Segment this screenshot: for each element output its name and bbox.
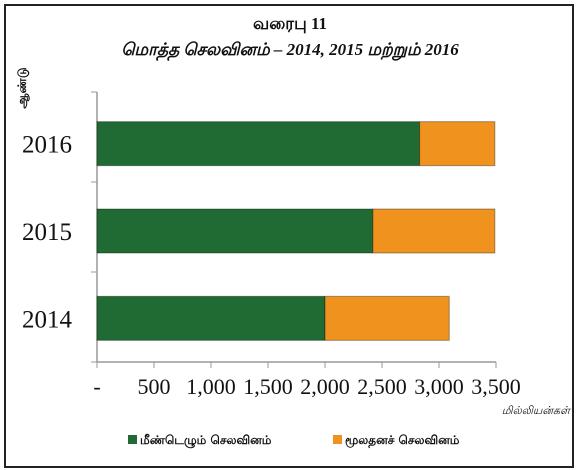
bar-segment (96, 121, 421, 167)
x-tick-label: 2,000 (300, 374, 350, 399)
y-tick-label: 2016 (22, 132, 72, 159)
bar-segment (419, 121, 496, 167)
chart-title: வரைபு 11 (252, 14, 328, 33)
legend-label: மீண்டெழும் செலவினம் (140, 433, 272, 448)
legend-label: மூலதனச் செலவினம் (345, 433, 460, 448)
y-axis-label: ஆண்டு (15, 67, 29, 109)
bar-segment (372, 208, 496, 254)
x-axis-label: மில்லியன்கள் (501, 405, 570, 417)
x-tick-label: - (93, 374, 100, 399)
bar-segment (96, 208, 374, 254)
chart-frame (4, 4, 574, 468)
chart-subtitle: மொத்த செலவினம் – 2014, 2015 மற்றும் 2016 (121, 40, 459, 59)
x-tick-label: 3,000 (414, 374, 464, 399)
bar-segment (96, 295, 326, 341)
y-tick-label: 2014 (22, 306, 73, 333)
x-tick-label: 3,500 (471, 374, 521, 399)
x-tick-label: 1,000 (186, 374, 236, 399)
x-tick-label: 1,500 (243, 374, 293, 399)
x-tick-label: 500 (138, 374, 171, 399)
legend-swatch (128, 435, 137, 444)
x-tick-label: 2,500 (357, 374, 407, 399)
bar-segment (324, 295, 450, 341)
legend-swatch (333, 435, 342, 444)
y-tick-label: 2015 (22, 219, 72, 246)
